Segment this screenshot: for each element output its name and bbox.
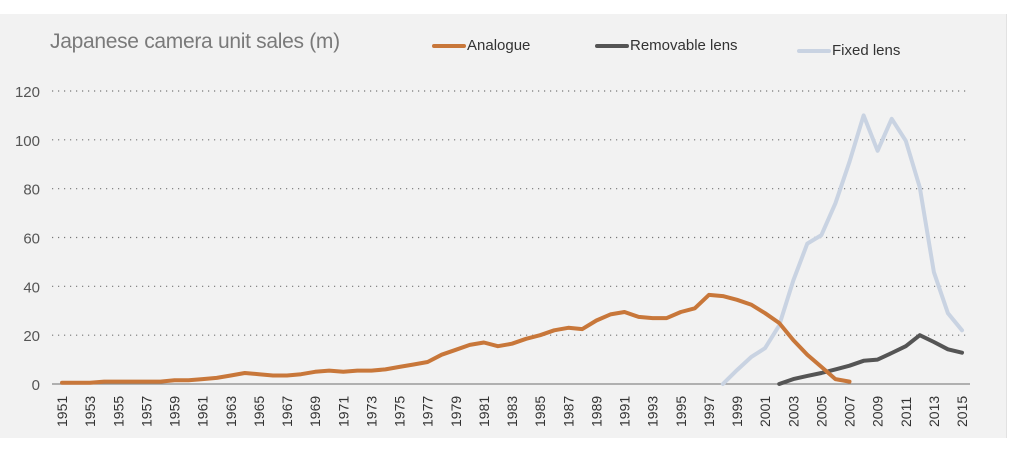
y-tick-label: 0 [32, 377, 40, 394]
x-tick-label: 1991 [617, 396, 633, 427]
x-tick-label: 1967 [279, 396, 295, 427]
x-tick-label: 1951 [54, 396, 70, 427]
legend-swatch-fixed-lens [797, 48, 831, 53]
x-tick-label: 1983 [504, 396, 520, 427]
y-tick-label: 40 [23, 279, 40, 296]
y-tick-label: 60 [23, 231, 40, 248]
x-tick-label: 1999 [729, 396, 745, 427]
legend-label: Removable lens [630, 37, 738, 54]
x-tick-label: 1961 [195, 396, 211, 427]
y-tick-label: 100 [15, 133, 40, 150]
legend-swatch-removable-lens [595, 43, 629, 48]
x-tick-label: 2013 [926, 396, 942, 427]
x-tick-label: 1997 [701, 396, 717, 427]
x-tick-label: 1975 [392, 396, 408, 427]
y-tick-label: 120 [15, 84, 40, 101]
x-tick-label: 1969 [307, 396, 323, 427]
x-tick-label: 1963 [223, 396, 239, 427]
x-tick-label: 1955 [110, 396, 126, 427]
x-tick-label: 2005 [813, 396, 829, 427]
x-tick-label: 1979 [448, 396, 464, 427]
x-tick-label: 1959 [167, 396, 183, 427]
legend-swatch-analogue [432, 43, 466, 48]
legend-label: Fixed lens [832, 42, 901, 59]
y-tick-label: 80 [23, 182, 40, 199]
chart-title: Japanese camera unit sales (m) [50, 30, 340, 53]
series-line-fixed-lens [720, 113, 964, 386]
legend-item-fixed-lens: Fixed lens [797, 42, 900, 59]
x-tick-label: 2003 [785, 396, 801, 427]
x-tick-label: 2011 [898, 397, 914, 427]
series-line-removable-lens [777, 333, 964, 386]
legend-label: Analogue [467, 37, 531, 54]
x-tick-label: 2009 [870, 396, 886, 427]
legend-item-analogue: Analogue [432, 37, 530, 54]
x-tick-label: 2001 [757, 396, 773, 427]
legend-item-removable-lens: Removable lens [595, 37, 738, 54]
x-tick-label: 1973 [363, 396, 379, 427]
x-tick-label: 2015 [954, 396, 970, 427]
x-tick-label: 1993 [645, 396, 661, 427]
x-tick-label: 1989 [588, 396, 604, 427]
x-tick-label: 1995 [673, 396, 689, 427]
series-line-analogue [60, 292, 852, 385]
x-tick-label: 1977 [420, 396, 436, 427]
x-tick-label: 2007 [842, 396, 858, 427]
y-tick-label: 20 [23, 328, 40, 345]
x-tick-label: 1987 [560, 396, 576, 427]
x-tick-label: 1981 [476, 396, 492, 427]
x-tick-label: 1957 [138, 396, 154, 427]
x-tick-label: 1965 [251, 396, 267, 427]
x-tick-label: 1971 [335, 396, 351, 427]
x-tick-label: 1985 [532, 396, 548, 427]
x-tick-label: 1953 [82, 396, 98, 427]
